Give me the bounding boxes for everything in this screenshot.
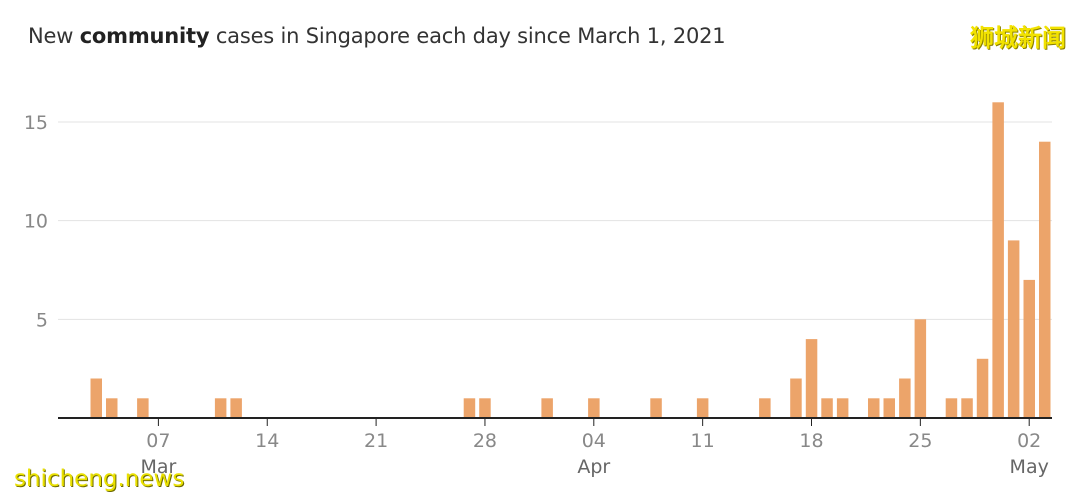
x-tick-label: 04 xyxy=(582,430,606,452)
x-tick-label: 11 xyxy=(691,430,715,452)
x-tick-label: 18 xyxy=(799,430,823,452)
bar xyxy=(588,398,600,418)
y-tick-label: 5 xyxy=(36,309,48,331)
bar xyxy=(899,378,911,418)
bar xyxy=(883,398,895,418)
x-tick-label: 28 xyxy=(473,430,497,452)
bar xyxy=(541,398,553,418)
bar-layer xyxy=(90,102,1051,419)
bar xyxy=(945,398,958,418)
bar xyxy=(1023,279,1035,418)
axis-layer: 5 10 15 07 Mar 14 21 28 04 Apr 11 18 25 02 May xyxy=(24,112,1052,478)
bar xyxy=(868,398,880,418)
watermark-logo-bottom: shicheng.news xyxy=(14,466,185,492)
x-month-label: Mar xyxy=(140,456,176,478)
bar xyxy=(992,102,1004,419)
x-tick-label: 02 xyxy=(1017,430,1041,452)
bar xyxy=(976,358,989,418)
x-month-label: Apr xyxy=(577,456,610,478)
bar xyxy=(821,398,833,418)
bar xyxy=(214,398,227,418)
title-bold-word: community xyxy=(79,24,210,48)
bar xyxy=(961,398,973,418)
watermark-logo-top: 狮城新闻 xyxy=(970,24,1066,52)
bar xyxy=(90,378,102,418)
bar xyxy=(137,398,149,418)
bar xyxy=(805,339,818,418)
bar xyxy=(479,398,491,418)
title-suffix: cases in Singapore each day since March … xyxy=(209,24,726,48)
grid-layer xyxy=(58,121,1052,320)
y-tick-label: 15 xyxy=(24,112,48,134)
bar xyxy=(106,398,118,418)
bar xyxy=(1007,240,1020,418)
bar xyxy=(914,319,927,418)
bar xyxy=(790,378,802,418)
bar xyxy=(759,398,771,418)
x-month-label: May xyxy=(1010,456,1049,478)
bar xyxy=(1039,141,1051,418)
bar xyxy=(650,398,662,418)
bar xyxy=(230,398,242,418)
x-tick-label: 07 xyxy=(146,430,170,452)
x-tick-label: 14 xyxy=(255,430,279,452)
bar xyxy=(463,398,476,418)
bar xyxy=(836,398,849,418)
x-tick-label: 21 xyxy=(364,430,388,452)
title-prefix: New xyxy=(28,24,80,48)
chart-title: New community cases in Singapore each da… xyxy=(28,24,726,48)
bar xyxy=(696,398,709,418)
y-tick-label: 10 xyxy=(24,211,48,233)
x-tick-label: 25 xyxy=(908,430,932,452)
